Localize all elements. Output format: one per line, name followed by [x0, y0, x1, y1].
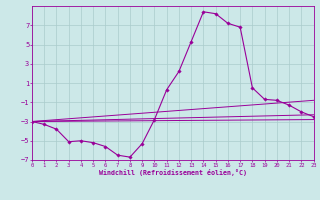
X-axis label: Windchill (Refroidissement éolien,°C): Windchill (Refroidissement éolien,°C): [99, 169, 247, 176]
